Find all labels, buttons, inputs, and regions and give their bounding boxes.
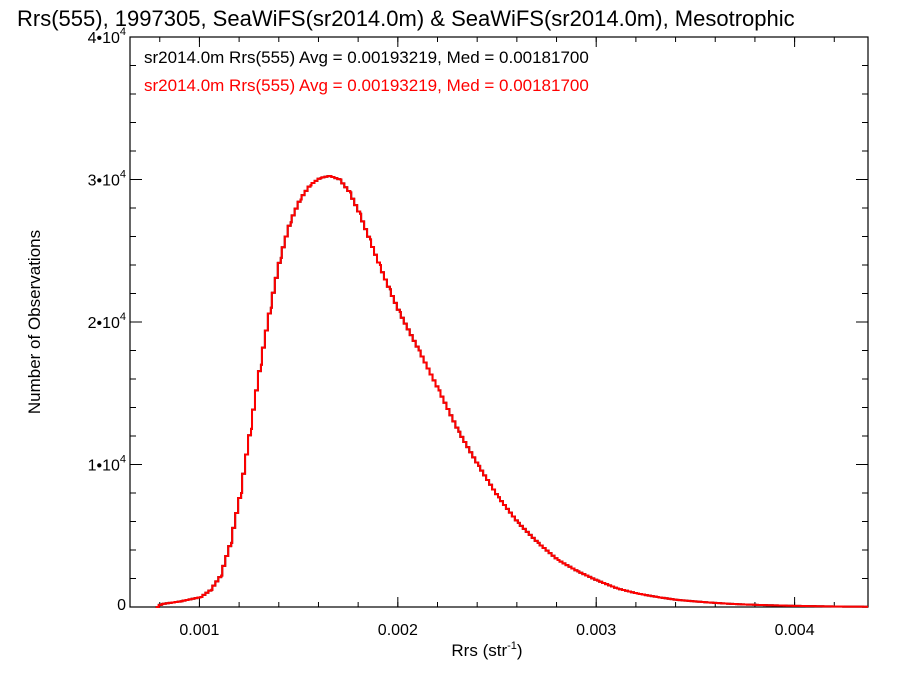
x-tick-label: 0.004 xyxy=(775,622,815,639)
series-layer xyxy=(155,174,868,608)
legend-entry-red: sr2014.0m Rrs(555) Avg = 0.00193219, Med… xyxy=(144,76,589,95)
axis-ticks xyxy=(130,36,868,608)
x-tick-labels: 0.001 0.002 0.003 0.004 xyxy=(179,622,814,639)
x-axis-label-close: ) xyxy=(517,641,523,660)
x-axis-label-sup: -1 xyxy=(507,640,517,652)
chart-title: Rrs(555), 1997305, SeaWiFS(sr2014.0m) & … xyxy=(17,6,795,31)
y-tick-label: 3•104 xyxy=(88,169,126,190)
y-tick-labels: 0 1•104 2•104 3•104 4•104 xyxy=(88,26,127,614)
x-axis-label-base: Rrs (str xyxy=(451,641,507,660)
y-tick-label: 2•104 xyxy=(88,311,126,332)
y-tick-label: 4•104 xyxy=(88,26,126,47)
y-tick-label: 0 xyxy=(117,597,126,614)
series-black-histogram xyxy=(155,174,868,608)
plot-frame xyxy=(129,36,869,608)
y-axis-label: Number of Observations xyxy=(25,230,44,414)
legend-entry-black: sr2014.0m Rrs(555) Avg = 0.00193219, Med… xyxy=(144,48,589,67)
y-tick-label: 1•104 xyxy=(88,454,126,475)
x-tick-label: 0.002 xyxy=(378,622,418,639)
series-red-histogram xyxy=(155,174,868,608)
x-axis-label: Rrs (str-1) xyxy=(451,640,522,660)
x-tick-label: 0.001 xyxy=(179,622,219,639)
x-tick-label: 0.003 xyxy=(576,622,616,639)
